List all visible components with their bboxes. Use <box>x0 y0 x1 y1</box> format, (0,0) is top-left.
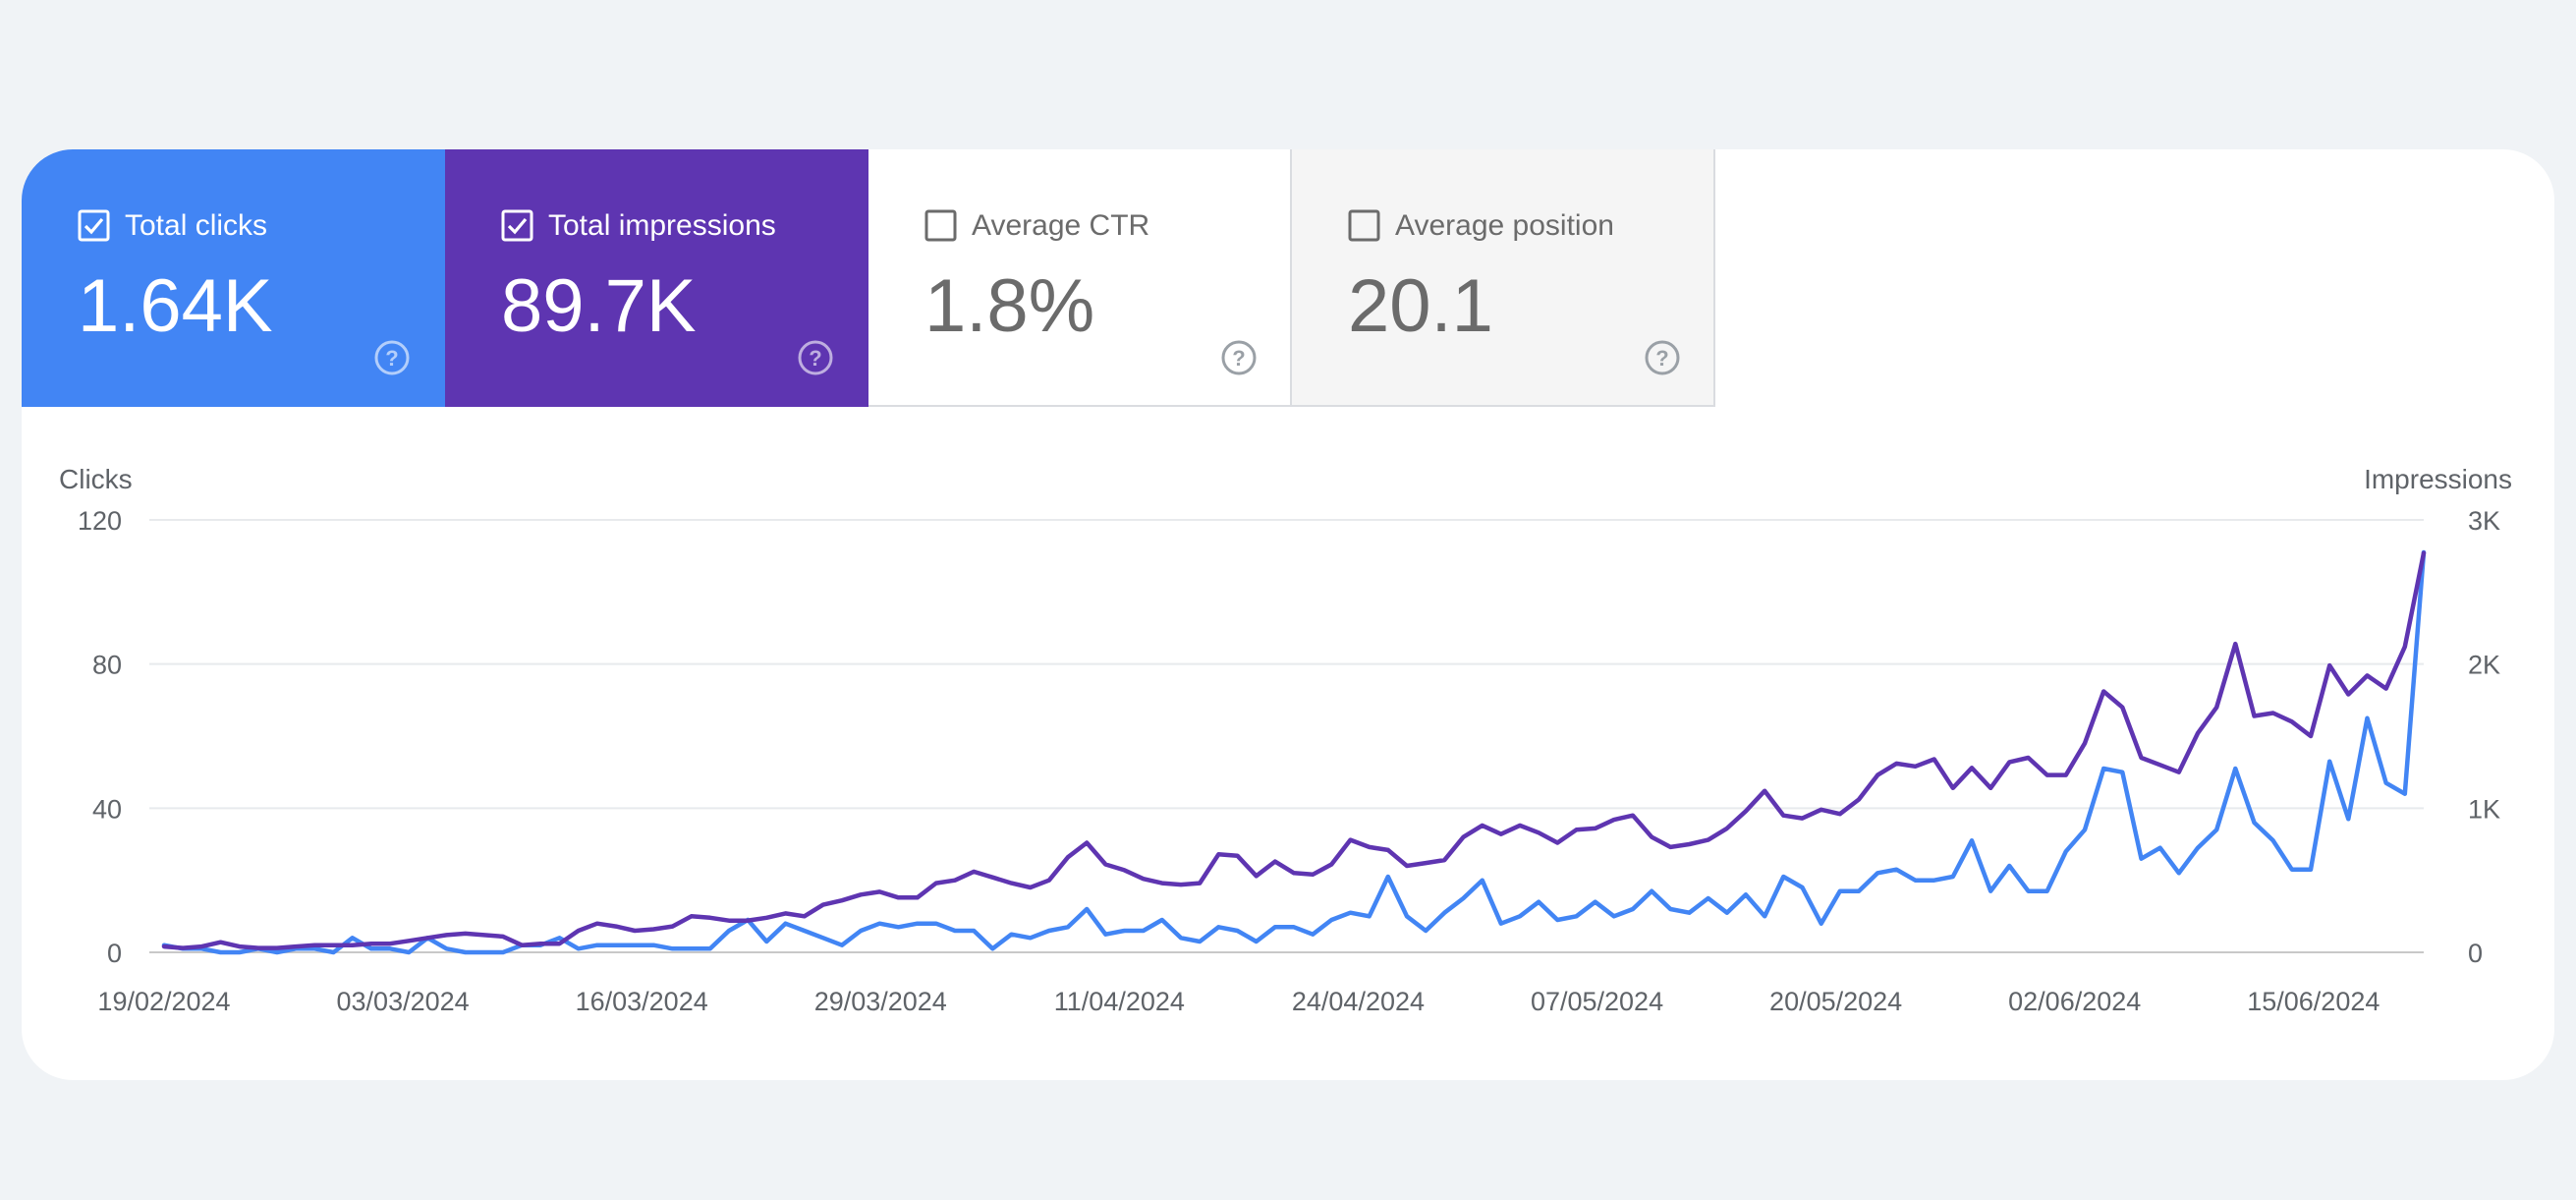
metric-total-impressions[interactable]: Total impressions 89.7K ? <box>445 149 868 407</box>
x-tick-label: 02/06/2024 <box>2008 987 2141 1016</box>
checkbox-unchecked-icon[interactable] <box>924 209 957 242</box>
svg-text:?: ? <box>1655 346 1668 371</box>
x-tick-label: 16/03/2024 <box>576 987 708 1016</box>
x-tick-label: 19/02/2024 <box>97 987 230 1016</box>
performance-chart: Clicks Impressions 0 0 40 1K 80 2K 120 3K 19/02… <box>59 464 2512 1016</box>
y-tick-left: 0 <box>107 939 122 968</box>
checkbox-checked-icon[interactable] <box>501 209 533 242</box>
svg-text:?: ? <box>809 346 821 371</box>
y-tick-right: 1K <box>2468 794 2500 824</box>
metric-label: Total clicks <box>125 209 268 242</box>
help-icon[interactable]: ? <box>1644 339 1681 376</box>
help-icon[interactable]: ? <box>373 339 411 376</box>
performance-card: Total clicks 1.64K ? Total impressions 8… <box>22 149 2554 1080</box>
x-tick-label: 20/05/2024 <box>1769 987 1902 1016</box>
x-tick-label: 24/04/2024 <box>1292 987 1425 1016</box>
series-line-total-impressions <box>161 550 2427 950</box>
metric-average-ctr[interactable]: Average CTR 1.8% ? <box>868 149 1292 407</box>
checkbox-unchecked-icon[interactable] <box>1348 209 1380 242</box>
metric-label: Average CTR <box>972 209 1150 242</box>
metric-value: 20.1 <box>1348 264 1493 348</box>
y-axis-left-title: Clicks <box>59 464 133 494</box>
x-tick-label: 07/05/2024 <box>1531 987 1663 1016</box>
y-axis-right-title: Impressions <box>2364 464 2512 494</box>
svg-text:?: ? <box>1232 346 1245 371</box>
x-tick-label: 11/04/2024 <box>1054 987 1185 1016</box>
metric-total-clicks[interactable]: Total clicks 1.64K ? <box>22 149 445 407</box>
metric-value: 1.8% <box>924 264 1095 348</box>
metric-average-position[interactable]: Average position 20.1 ? <box>1292 149 1715 407</box>
y-tick-right: 0 <box>2468 939 2483 968</box>
checkbox-checked-icon[interactable] <box>78 209 110 242</box>
metric-label: Average position <box>1395 209 1614 242</box>
metric-value: 89.7K <box>501 264 697 348</box>
svg-text:?: ? <box>385 346 398 371</box>
y-tick-left: 80 <box>92 651 122 680</box>
help-icon[interactable]: ? <box>1220 339 1258 376</box>
x-tick-label: 29/03/2024 <box>814 987 947 1016</box>
x-tick-label: 03/03/2024 <box>337 987 470 1016</box>
help-icon[interactable]: ? <box>797 339 834 376</box>
series-line-total-clicks <box>161 549 2427 955</box>
metric-tabs: Total clicks 1.64K ? Total impressions 8… <box>22 149 1715 407</box>
y-tick-left: 40 <box>92 794 122 824</box>
metric-value: 1.64K <box>78 264 273 348</box>
metric-label: Total impressions <box>548 209 776 242</box>
x-tick-label: 15/06/2024 <box>2247 987 2380 1016</box>
y-tick-left: 120 <box>78 506 122 536</box>
y-tick-right: 3K <box>2468 506 2500 536</box>
y-tick-right: 2K <box>2468 651 2500 680</box>
